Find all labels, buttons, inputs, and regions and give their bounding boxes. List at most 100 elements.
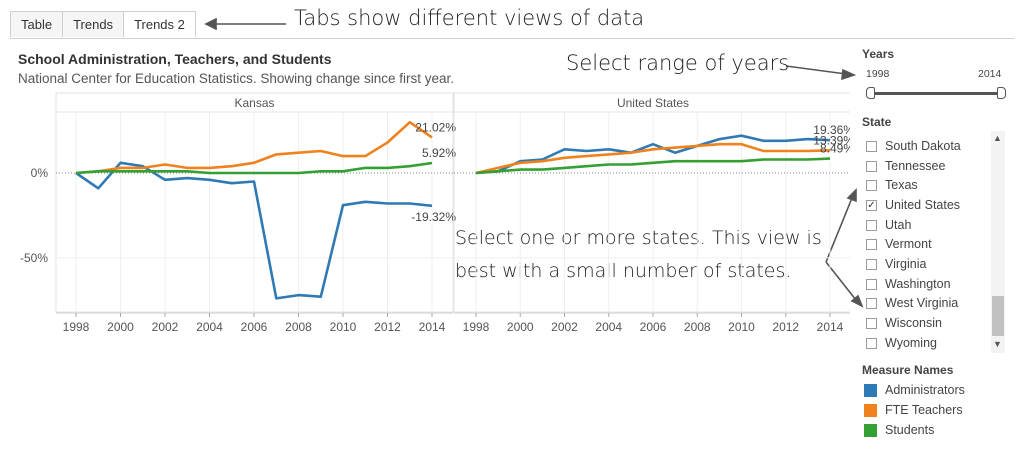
checkbox-icon[interactable] <box>866 297 877 309</box>
state-item-virginia[interactable]: Virginia <box>866 255 926 273</box>
tab-table[interactable]: Table <box>10 11 64 37</box>
state-list: South Dakota Tennessee Texas ✓ United Sta… <box>862 131 1008 353</box>
checkbox-checked-icon[interactable]: ✓ <box>866 199 877 211</box>
legend-label: Administrators <box>885 383 965 397</box>
chart-subtitle: National Center for Education Statistics… <box>18 71 454 86</box>
states-annotation-line2: best with a small number of states. <box>455 260 792 282</box>
series-line-fte-teachers <box>75 120 433 175</box>
years-min-label: 1998 <box>866 68 890 80</box>
x-tick-label: 1998 <box>63 320 90 334</box>
state-item-united-states[interactable]: ✓ United States <box>866 196 960 214</box>
x-tick-label: 2000 <box>507 320 534 334</box>
state-label: Wyoming <box>885 336 937 350</box>
x-tick-label: 2000 <box>107 320 134 334</box>
x-tick-label: 2010 <box>728 320 755 334</box>
series-end-label: 21.02% <box>415 120 456 134</box>
chart-title: School Administration, Teachers, and Stu… <box>18 51 332 67</box>
states-arrow-up-head <box>846 188 857 203</box>
state-item-south-dakota[interactable]: South Dakota <box>866 137 961 155</box>
series-line-administrators <box>475 134 831 175</box>
checkbox-icon[interactable] <box>866 317 877 329</box>
legend-title: Measure Names <box>862 363 954 377</box>
line-chart: 0% -50% Kansas 1998 2000 2002 2004 2006 2008 2010… <box>20 92 850 334</box>
series-line-fte-teachers <box>475 142 831 175</box>
scroll-down-icon[interactable]: ▼ <box>993 339 1002 349</box>
state-item-utah[interactable]: Utah <box>866 216 911 234</box>
y-tick-label: -50% <box>20 251 48 265</box>
state-list-scroll-thumb[interactable] <box>992 296 1004 336</box>
series-end-label: 8.49% <box>820 142 850 156</box>
checkbox-icon[interactable] <box>866 160 877 172</box>
states-annotation-line1: Select one or more states. This view is <box>455 227 822 249</box>
state-label: Virginia <box>885 257 927 271</box>
checkbox-icon[interactable] <box>866 140 877 152</box>
x-tick-label: 2010 <box>330 320 357 334</box>
years-filter-title: Years <box>862 47 895 61</box>
checkbox-icon[interactable] <box>866 238 877 250</box>
x-tick-label: 2014 <box>817 320 844 334</box>
legend-item-administrators[interactable]: Administrators <box>864 381 965 399</box>
state-label: United States <box>885 198 961 212</box>
series-line-students <box>75 161 433 175</box>
x-tick-label: 2012 <box>772 320 799 334</box>
legend-swatch <box>864 383 877 397</box>
tab-bar: Table Trends Trends 2 <box>10 11 1014 39</box>
state-item-west-virginia[interactable]: West Virginia <box>866 294 958 312</box>
legend-label: FTE Teachers <box>885 403 963 417</box>
checkbox-icon[interactable] <box>866 219 877 231</box>
legend-label: Students <box>885 423 935 437</box>
tabs-annotation: Tabs show different views of data <box>294 6 645 30</box>
legend-item-fte-teachers[interactable]: FTE Teachers <box>864 401 963 419</box>
tab-trends[interactable]: Trends <box>62 11 125 37</box>
state-label: Vermont <box>885 237 932 251</box>
series-end-label: 13.39% <box>813 133 850 147</box>
series-end-label: -19.32% <box>411 210 456 224</box>
x-tick-label: 2012 <box>374 320 401 334</box>
years-slider-start-handle[interactable] <box>866 87 875 99</box>
state-label: South Dakota <box>885 139 961 153</box>
panel-header-label: Kansas <box>234 96 274 110</box>
states-arrow-down-head <box>850 294 864 308</box>
state-label: Utah <box>885 218 912 232</box>
state-filter-title: State <box>862 115 892 129</box>
series-end-label: 19.36% <box>813 123 850 137</box>
x-tick-label: 2006 <box>241 320 268 334</box>
states-arrow-down <box>825 261 857 301</box>
years-arrow-head <box>841 68 857 81</box>
panel-frame <box>453 111 850 313</box>
state-item-tennessee[interactable]: Tennessee <box>866 157 945 175</box>
state-item-wyoming[interactable]: Wyoming <box>866 334 937 352</box>
series-end-label: 5.92% <box>422 146 456 160</box>
legend-swatch <box>864 403 877 417</box>
legend-swatch <box>864 423 877 437</box>
state-item-wisconsin[interactable]: Wisconsin <box>866 314 942 332</box>
state-item-vermont[interactable]: Vermont <box>866 235 932 253</box>
checkbox-icon[interactable] <box>866 337 877 349</box>
years-annotation: Select range of years <box>566 51 790 75</box>
years-slider-track[interactable] <box>872 92 1002 95</box>
state-label: Tennessee <box>885 159 946 173</box>
state-item-texas[interactable]: Texas <box>866 176 918 194</box>
x-tick-label: 2002 <box>551 320 578 334</box>
x-tick-label: 1998 <box>463 320 490 334</box>
state-label: Texas <box>885 178 918 192</box>
x-tick-label: 2008 <box>285 320 312 334</box>
state-label: West Virginia <box>885 296 959 310</box>
x-tick-label: 2004 <box>595 320 622 334</box>
state-item-washington[interactable]: Washington <box>866 275 951 293</box>
panel-header-label: United States <box>617 96 689 110</box>
state-label: Washington <box>885 277 951 291</box>
years-slider-end-handle[interactable] <box>997 87 1006 99</box>
tab-trends-2[interactable]: Trends 2 <box>123 11 196 37</box>
tabs-arrow-head <box>204 17 217 31</box>
checkbox-icon[interactable] <box>866 258 877 270</box>
x-tick-label: 2002 <box>152 320 179 334</box>
scroll-up-icon[interactable]: ▲ <box>993 133 1002 143</box>
legend-item-students[interactable]: Students <box>864 421 934 439</box>
y-tick-label: 0% <box>31 166 49 180</box>
years-arrow <box>785 65 847 75</box>
checkbox-icon[interactable] <box>866 179 877 191</box>
checkbox-icon[interactable] <box>866 278 877 290</box>
years-max-label: 2014 <box>978 68 1002 80</box>
